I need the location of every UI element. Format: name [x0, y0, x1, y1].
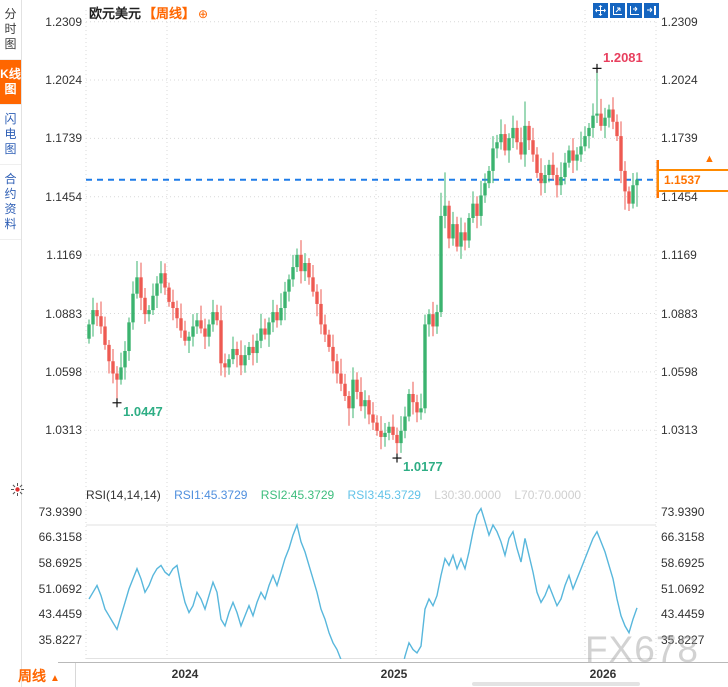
price-axis-label: 1.0883 — [661, 306, 698, 321]
symbol-name: 欧元美元 — [89, 6, 142, 21]
rsi-title: RSI(14,14,14) — [86, 488, 161, 502]
price-axis-label: 1.1169 — [661, 248, 697, 263]
price-axis-label: 1.0883 — [45, 306, 82, 321]
period-tag: 【周线】 — [143, 6, 196, 21]
x-axis-year-label: 2024 — [171, 667, 199, 681]
horizontal-scrollbar-thumb[interactable] — [472, 682, 640, 686]
axis-zoom-icon[interactable] — [627, 3, 642, 18]
price-axis-label: 1.0598 — [45, 364, 82, 379]
rsi1-value: RSI1:45.3729 — [174, 488, 248, 502]
price-axis-label: 1.2024 — [661, 73, 698, 88]
rsi3-value: RSI3:45.3729 — [347, 488, 421, 502]
rsi-l30-value: L30:30.0000 — [434, 488, 501, 502]
rsi-axis-label: 35.8227 — [661, 633, 705, 647]
price-axis-label: 1.1169 — [46, 248, 82, 263]
period-selector-button[interactable]: 周线 ▲ — [18, 666, 60, 686]
circle-plus-icon[interactable]: ⊕ — [198, 7, 209, 21]
indicator-settings-icon[interactable] — [11, 483, 24, 501]
chart-header: 欧元美元 【周线】 ⊕ — [89, 3, 208, 22]
annotation-label: 1.0177 — [403, 459, 443, 475]
current-price-tag: 1.1537 — [657, 169, 728, 192]
rsi-axis-label: 58.6925 — [661, 556, 705, 571]
footer-divider — [75, 663, 76, 687]
x-axis-year-label: 2025 — [380, 667, 408, 681]
sidebar-tab-lightning-chart[interactable]: 闪电图 — [0, 105, 21, 165]
sidebar-tab-contract-info[interactable]: 合约资料 — [0, 165, 21, 240]
rsi-indicator-header[interactable]: RSI(14,14,14) RSI1:45.3729 RSI2:45.3729 … — [86, 488, 591, 502]
price-axis-label: 1.2024 — [45, 73, 82, 88]
time-axis-line — [58, 662, 728, 663]
annotation-label: 1.0447 — [123, 403, 163, 419]
rsi-axis-label: 43.4459 — [38, 607, 82, 622]
rsi-axis-label: 35.8227 — [38, 633, 82, 647]
pan-move-icon[interactable] — [593, 3, 608, 18]
price-axis-label: 1.1454 — [661, 189, 698, 204]
price-axis-label: 1.0313 — [45, 423, 82, 438]
chart-type-sidebar: 分时图 K线图 闪电图 合约资料 — [0, 0, 22, 687]
rsi-axis-label: 51.0692 — [661, 581, 705, 596]
price-axis-label: 1.2309 — [45, 14, 82, 29]
auto-fit-scale-icon[interactable] — [610, 3, 625, 18]
rsi-axis-label: 73.9390 — [661, 504, 705, 519]
chart-toolbar — [593, 3, 659, 18]
annotation-label: 1.2081 — [603, 50, 643, 66]
period-up-triangle-icon: ▲ — [50, 673, 60, 684]
price-axis-label: 1.1739 — [45, 131, 82, 146]
price-axis-label: 1.0313 — [661, 423, 698, 438]
rsi-axis-label: 51.0692 — [38, 581, 82, 596]
rsi-axis-label: 66.3158 — [38, 530, 82, 545]
price-axis-label: 1.1739 — [661, 131, 698, 146]
rsi-l70-value: L70:70.0000 — [514, 488, 582, 502]
rsi-axis-label: 58.6925 — [38, 556, 82, 571]
price-axis-label: 1.1454 — [45, 189, 82, 204]
sidebar-tab-time-chart[interactable]: 分时图 — [0, 0, 21, 60]
rsi2-value: RSI2:45.3729 — [260, 488, 335, 502]
price-up-arrow: ▲ — [704, 153, 715, 165]
rsi-axis-label: 43.4459 — [661, 607, 705, 622]
price-axis-label: 1.0598 — [661, 364, 698, 379]
sidebar-tab-kline-chart[interactable]: K线图 — [0, 60, 21, 105]
x-axis-year-label: 2026 — [589, 667, 617, 681]
rsi-axis-label: 73.9390 — [38, 504, 82, 519]
collapse-right-icon[interactable] — [644, 3, 659, 18]
period-selector-label: 周线 — [18, 668, 46, 684]
rsi-axis-label: 66.3158 — [661, 530, 705, 545]
price-axis-label: 1.2309 — [661, 14, 698, 29]
